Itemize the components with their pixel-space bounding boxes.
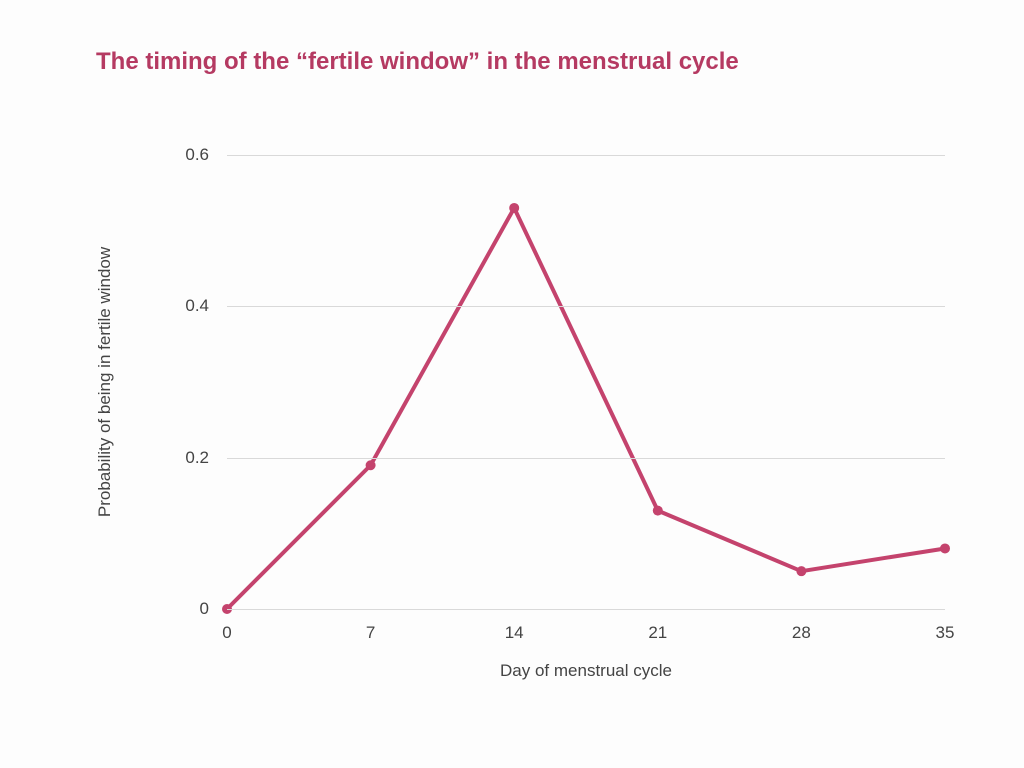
plot-area [227,155,945,609]
chart-container: { "chart": { "type": "line", "title": "T… [0,0,1024,768]
chart-title: The timing of the “fertile window” in th… [96,48,739,76]
data-point [796,566,806,576]
y-axis-label: Probability of being in fertile window [95,247,115,517]
line-chart-svg [227,155,945,609]
y-tick-label: 0.6 [149,145,209,165]
gridline [227,155,945,156]
x-tick-label: 21 [648,623,667,643]
y-tick-label: 0.4 [149,296,209,316]
gridline [227,609,945,610]
data-point [509,203,519,213]
x-tick-label: 35 [936,623,955,643]
x-tick-label: 14 [505,623,524,643]
data-point [366,460,376,470]
y-tick-label: 0.2 [149,448,209,468]
series-line [227,208,945,609]
x-tick-label: 28 [792,623,811,643]
x-tick-label: 0 [222,623,231,643]
x-axis-label: Day of menstrual cycle [500,661,672,681]
data-point [653,506,663,516]
x-tick-label: 7 [366,623,375,643]
gridline [227,306,945,307]
gridline [227,458,945,459]
data-point [940,543,950,553]
y-tick-label: 0 [149,599,209,619]
